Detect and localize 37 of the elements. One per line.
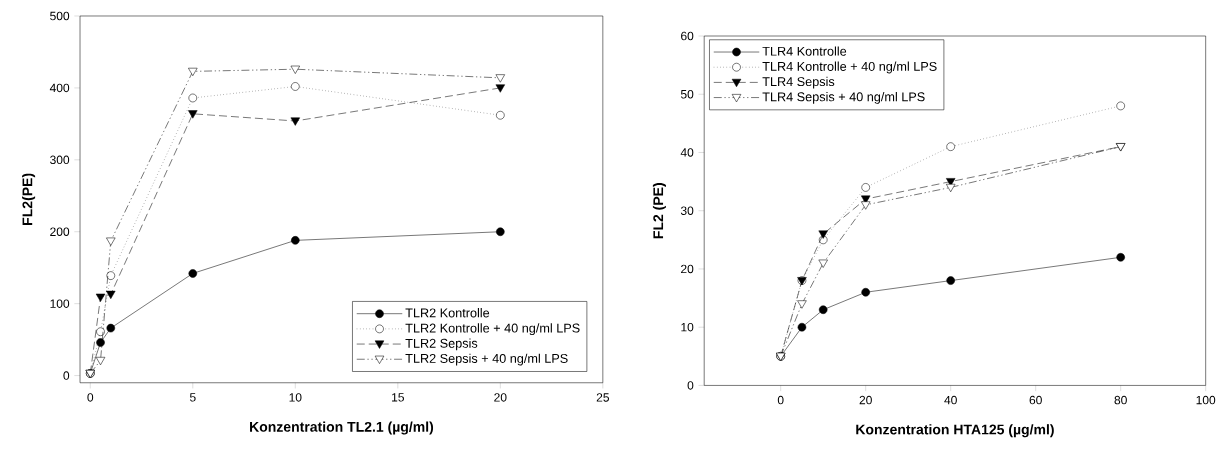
legend-label: TLR4 Kontrolle + 40 ng/ml LPS: [762, 61, 937, 74]
y-tick-label: 500: [50, 11, 70, 21]
y-axis-title: FL2 (PE): [652, 182, 666, 238]
x-tick-label: 5: [189, 392, 196, 402]
y-tick-label: 10: [681, 322, 694, 332]
y-tick-label: 300: [50, 155, 70, 164]
y-tick-label: 200: [50, 227, 70, 236]
x-axis-title: Konzentration HTA125 (µg/ml): [856, 423, 1054, 438]
x-tick-label: 15: [392, 392, 404, 402]
x-tick-label: 10: [289, 392, 302, 402]
legend-label: TLR4 Sepsis: [762, 76, 835, 89]
y-tick-label: 20: [681, 264, 694, 273]
x-tick-label: 60: [1029, 395, 1042, 405]
y-tick-label: 0: [63, 371, 70, 380]
y-tick-label: 60: [681, 31, 694, 41]
y-tick-label: 400: [49, 83, 70, 92]
legend-label: TLR2 Sepsis + 40 ng/ml LPS: [405, 353, 568, 366]
x-tick-label: 20: [494, 392, 507, 402]
legend-label: TLR2 Sepsis: [405, 338, 478, 351]
y-tick-label: 30: [680, 206, 694, 215]
x-tick-label: 20: [859, 395, 872, 405]
legend-label: TLR4 Sepsis + 40 ng/ml LPS: [762, 91, 925, 104]
y-tick-label: 0: [687, 380, 694, 390]
x-tick-label: 0: [87, 392, 94, 402]
legend-label: TLR2 Kontrolle: [405, 307, 490, 318]
x-tick-label: 80: [1114, 395, 1127, 405]
x-tick-label: 100: [1196, 395, 1216, 405]
legend-label: TLR4 Kontrolle: [762, 46, 847, 56]
x-tick-label: 25: [596, 392, 609, 402]
x-axis-title: Konzentration TL2.1 (µg/ml): [250, 421, 434, 435]
y-tick-label: 40: [680, 148, 694, 157]
legend-label: TLR2 Kontrolle + 40 ng/ml LPS: [405, 323, 580, 335]
y-axis-title: FL2(PE): [22, 173, 36, 225]
y-tick-label: 100: [50, 299, 70, 308]
x-tick-label: 0: [777, 395, 784, 405]
x-tick-label: 40: [944, 395, 957, 405]
y-tick-label: 50: [680, 89, 694, 99]
